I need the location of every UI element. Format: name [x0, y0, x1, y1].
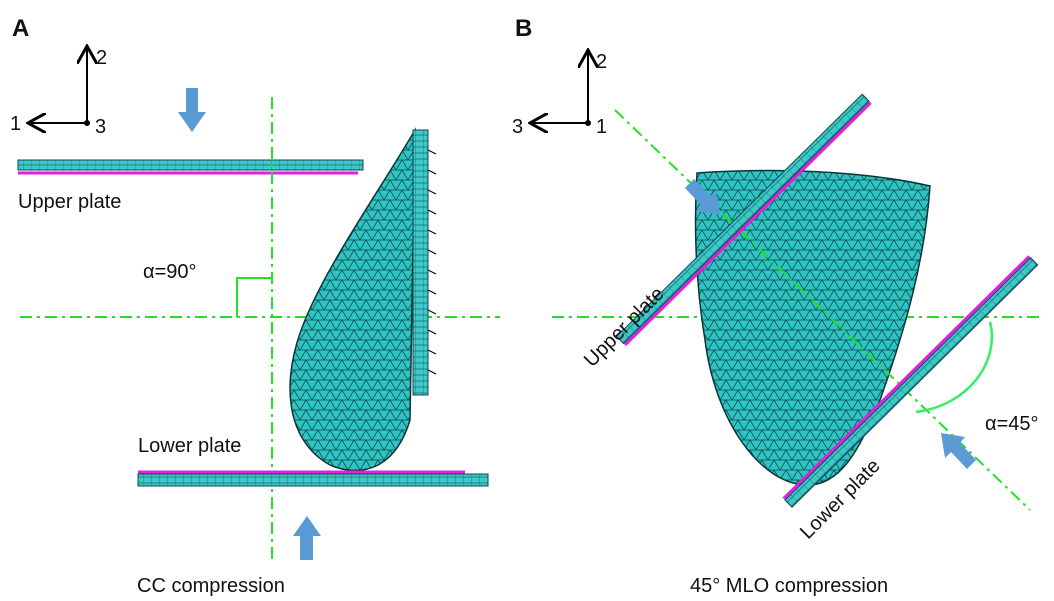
axis-origin [585, 120, 591, 126]
angle-marker [915, 321, 994, 414]
panel-b: B 2 3 1 Upper plate Lower plate α=45° 45… [512, 15, 1040, 597]
reference-line [614, 109, 1031, 511]
angle-marker [236, 277, 272, 317]
axis-label: 3 [512, 116, 523, 138]
plate-label: Upper plate [580, 283, 669, 372]
axis-label: 1 [596, 116, 607, 138]
axis-label: 2 [596, 51, 607, 73]
angle-label: α=45° [985, 413, 1039, 435]
plate-label: Upper plate [18, 191, 121, 213]
plate-surface [782, 255, 1031, 500]
axis-label: 1 [10, 113, 21, 135]
angle-label: α=90° [143, 261, 197, 283]
plate-label: Lower plate [138, 435, 241, 457]
force-arrow [685, 179, 720, 215]
breast-mesh [289, 127, 416, 472]
fixed-constraint [427, 149, 437, 375]
force-arrow [293, 516, 321, 560]
panel-a: A 2 1 3 Upper plate α=90° Lower plate CC… [10, 15, 500, 597]
upper-plate [17, 159, 364, 171]
axis-origin [84, 120, 90, 126]
caption: 45° MLO compression [690, 575, 888, 597]
force-arrow [178, 88, 206, 132]
axis-label: 3 [95, 116, 106, 138]
plate-surface [623, 101, 872, 347]
lower-plate [784, 257, 1039, 508]
caption: CC compression [137, 575, 285, 597]
force-arrow [941, 433, 976, 469]
lower-plate [137, 473, 489, 487]
chest-wall [412, 129, 429, 396]
axis-label: 2 [96, 47, 107, 69]
upper-plate [615, 93, 870, 345]
panel-label: A [12, 15, 29, 42]
panel-label: B [515, 15, 532, 42]
breast-mesh [694, 169, 931, 486]
